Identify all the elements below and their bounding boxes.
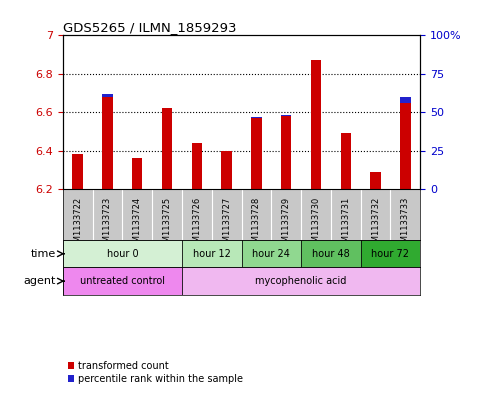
Bar (132, 158, 142, 189)
Text: hour 48: hour 48 (312, 249, 350, 259)
Bar (311, 61, 321, 189)
Text: GSM1133730: GSM1133730 (312, 196, 320, 253)
Bar (301, 240, 361, 268)
Bar (361, 240, 420, 268)
Bar (341, 133, 351, 189)
Bar (102, 97, 113, 189)
Text: GSM1133729: GSM1133729 (282, 196, 291, 253)
Legend: transformed count, percentile rank within the sample: transformed count, percentile rank withi… (68, 361, 243, 384)
Text: time: time (30, 249, 56, 259)
Bar (221, 151, 232, 189)
Bar (400, 103, 411, 189)
Text: GSM1133722: GSM1133722 (73, 196, 82, 253)
Text: GDS5265 / ILMN_1859293: GDS5265 / ILMN_1859293 (63, 21, 236, 34)
Text: GSM1133727: GSM1133727 (222, 196, 231, 253)
Text: GSM1133725: GSM1133725 (163, 196, 171, 253)
Bar (72, 154, 83, 189)
Text: GSM1133731: GSM1133731 (341, 196, 350, 253)
Text: untreated control: untreated control (80, 276, 165, 286)
Bar (182, 268, 420, 295)
Bar (192, 143, 202, 189)
Text: GSM1133732: GSM1133732 (371, 196, 380, 253)
Bar (182, 240, 242, 268)
Bar (63, 268, 182, 295)
Text: hour 12: hour 12 (193, 249, 231, 259)
Bar (251, 117, 262, 118)
Text: hour 0: hour 0 (107, 249, 138, 259)
Bar (370, 172, 381, 189)
Bar (242, 240, 301, 268)
Bar (400, 97, 411, 103)
Text: agent: agent (23, 276, 56, 286)
Text: GSM1133723: GSM1133723 (103, 196, 112, 253)
Text: mycophenolic acid: mycophenolic acid (256, 276, 347, 286)
Text: GSM1133728: GSM1133728 (252, 196, 261, 253)
Text: GSM1133733: GSM1133733 (401, 196, 410, 253)
Text: GSM1133726: GSM1133726 (192, 196, 201, 253)
Bar (251, 118, 262, 189)
Bar (281, 115, 291, 116)
Text: GSM1133724: GSM1133724 (133, 196, 142, 253)
Bar (162, 108, 172, 189)
Bar (63, 240, 182, 268)
Text: hour 24: hour 24 (252, 249, 290, 259)
Bar (102, 94, 113, 97)
Bar (281, 116, 291, 189)
Text: hour 72: hour 72 (371, 249, 410, 259)
